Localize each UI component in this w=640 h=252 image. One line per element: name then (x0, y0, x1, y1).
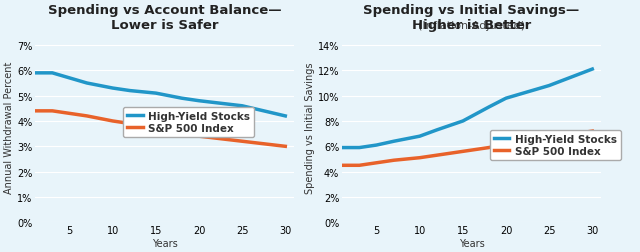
Legend: High-Yield Stocks, S&P 500 Index: High-Yield Stocks, S&P 500 Index (123, 107, 254, 138)
High-Yield Stocks (459, 120, 467, 123)
S&P 500 Index (49, 110, 56, 113)
X-axis label: Years: Years (459, 238, 484, 248)
High-Yield Stocks (195, 100, 203, 103)
High-Yield Stocks (485, 106, 493, 109)
S&P 500 Index (238, 140, 246, 143)
High-Yield Stocks (152, 92, 160, 95)
High-Yield Stocks (83, 82, 91, 85)
S&P 500 Index (126, 122, 134, 125)
Line: S&P 500 Index: S&P 500 Index (35, 111, 285, 147)
S&P 500 Index (390, 159, 397, 162)
High-Yield Stocks (66, 77, 74, 80)
X-axis label: Years: Years (152, 238, 177, 248)
Line: High-Yield Stocks: High-Yield Stocks (35, 74, 285, 116)
S&P 500 Index (355, 164, 363, 167)
High-Yield Stocks (502, 97, 510, 100)
High-Yield Stocks (372, 144, 380, 147)
S&P 500 Index (152, 128, 160, 131)
High-Yield Stocks (238, 105, 246, 108)
S&P 500 Index (109, 120, 116, 123)
High-Yield Stocks (433, 129, 441, 132)
S&P 500 Index (588, 130, 596, 133)
High-Yield Stocks (355, 146, 363, 149)
S&P 500 Index (502, 143, 510, 146)
High-Yield Stocks (339, 146, 346, 149)
S&P 500 Index (433, 154, 441, 157)
Text: (Inflation-Adjusted): (Inflation-Adjusted) (418, 21, 525, 31)
S&P 500 Index (545, 136, 553, 139)
S&P 500 Index (372, 162, 380, 165)
Line: S&P 500 Index: S&P 500 Index (342, 132, 592, 166)
High-Yield Stocks (282, 115, 289, 118)
High-Yield Stocks (178, 97, 186, 100)
High-Yield Stocks (416, 135, 424, 138)
Y-axis label: Annual Withdrawal Percent: Annual Withdrawal Percent (4, 62, 14, 194)
S&P 500 Index (195, 135, 203, 138)
High-Yield Stocks (545, 85, 553, 88)
S&P 500 Index (282, 145, 289, 148)
High-Yield Stocks (49, 72, 56, 75)
Line: High-Yield Stocks: High-Yield Stocks (342, 70, 592, 148)
Y-axis label: Spending vs Initial Savings: Spending vs Initial Savings (305, 62, 315, 193)
Title: Spending vs Initial Savings—
Higher is Better: Spending vs Initial Savings— Higher is B… (364, 4, 580, 32)
S&P 500 Index (178, 133, 186, 136)
High-Yield Stocks (588, 68, 596, 71)
Legend: High-Yield Stocks, S&P 500 Index: High-Yield Stocks, S&P 500 Index (490, 130, 621, 161)
High-Yield Stocks (126, 90, 134, 93)
S&P 500 Index (66, 112, 74, 115)
S&P 500 Index (83, 115, 91, 118)
S&P 500 Index (459, 150, 467, 153)
S&P 500 Index (485, 146, 493, 149)
S&P 500 Index (416, 156, 424, 160)
High-Yield Stocks (31, 72, 39, 75)
Title: Spending vs Account Balance—
Lower is Safer: Spending vs Account Balance— Lower is Sa… (48, 4, 282, 32)
S&P 500 Index (31, 110, 39, 113)
High-Yield Stocks (109, 87, 116, 90)
S&P 500 Index (339, 164, 346, 167)
High-Yield Stocks (390, 140, 397, 143)
